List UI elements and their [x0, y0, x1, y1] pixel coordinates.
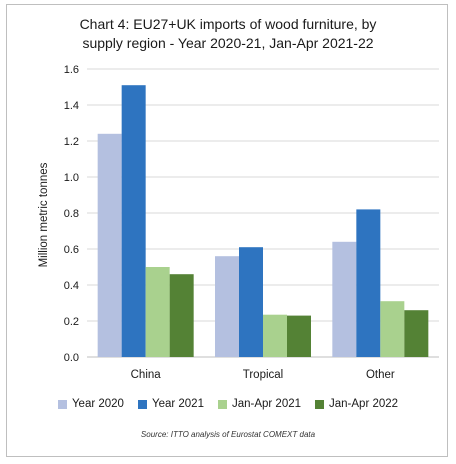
- bar: [215, 256, 239, 357]
- y-tick-label: 1.2: [64, 136, 79, 148]
- bar: [239, 247, 263, 357]
- bar: [404, 310, 429, 357]
- bar: [145, 267, 170, 357]
- legend-swatch: [57, 399, 67, 409]
- chart-frame: Chart 4: EU27+UK imports of wood furnitu…: [6, 4, 448, 457]
- y-tick-label: 0.6: [64, 244, 79, 256]
- chart-title-line-2: supply region - Year 2020-21, Jan-Apr 20…: [82, 35, 374, 51]
- bar: [380, 301, 405, 357]
- source-note: Source: ITTO analysis of Eurostat COMEXT…: [140, 430, 316, 439]
- x-tick-label: Tropical: [243, 369, 283, 381]
- legend-label: Jan-Apr 2021: [231, 398, 302, 410]
- y-tick-label: 1.0: [64, 172, 79, 184]
- y-tick-label: 0.0: [64, 352, 79, 364]
- legend-item: Jan-Apr 2021: [217, 398, 302, 410]
- legend-item: Jan-Apr 2022: [315, 398, 398, 410]
- legend-item: Year 2020: [57, 398, 124, 410]
- x-tick-label: China: [131, 369, 162, 381]
- y-tick-label: 0.8: [64, 208, 79, 220]
- bar: [332, 241, 357, 357]
- plot-area: 0.0 0.2 0.4 0.6 0.8 1.0 1.2 1.4 1.6 China Tropical…: [64, 64, 439, 381]
- y-axis-label: Million metric tonnes: [38, 162, 50, 268]
- legend-label: Jan-Apr 2022: [329, 398, 399, 410]
- legend-label: Year 2021: [151, 398, 204, 410]
- y-tick-label: 0.2: [64, 316, 79, 328]
- bar: [97, 133, 122, 357]
- x-tick-label: Other: [366, 369, 395, 381]
- chart-title-line-1: Chart 4: EU27+UK imports of wood furnitu…: [79, 16, 377, 32]
- legend-swatch: [137, 399, 147, 409]
- bar: [287, 315, 311, 357]
- bar: [263, 314, 287, 357]
- y-tick-label: 1.4: [64, 100, 79, 112]
- legend-item: Year 2021: [137, 398, 204, 410]
- bar: [356, 209, 381, 357]
- y-tick-label: 1.6: [64, 64, 79, 76]
- chart-title: Chart 4: EU27+UK imports of wood furnitu…: [7, 15, 449, 53]
- bar: [121, 85, 146, 357]
- legend: Year 2020 Year 2021 Jan-Apr 2021 Jan-Apr 20…: [7, 398, 449, 410]
- legend-swatch: [217, 399, 227, 409]
- legend-swatch: [315, 399, 325, 409]
- y-tick-label: 0.4: [64, 280, 79, 292]
- legend-label: Year 2020: [71, 398, 124, 410]
- bar: [169, 274, 194, 357]
